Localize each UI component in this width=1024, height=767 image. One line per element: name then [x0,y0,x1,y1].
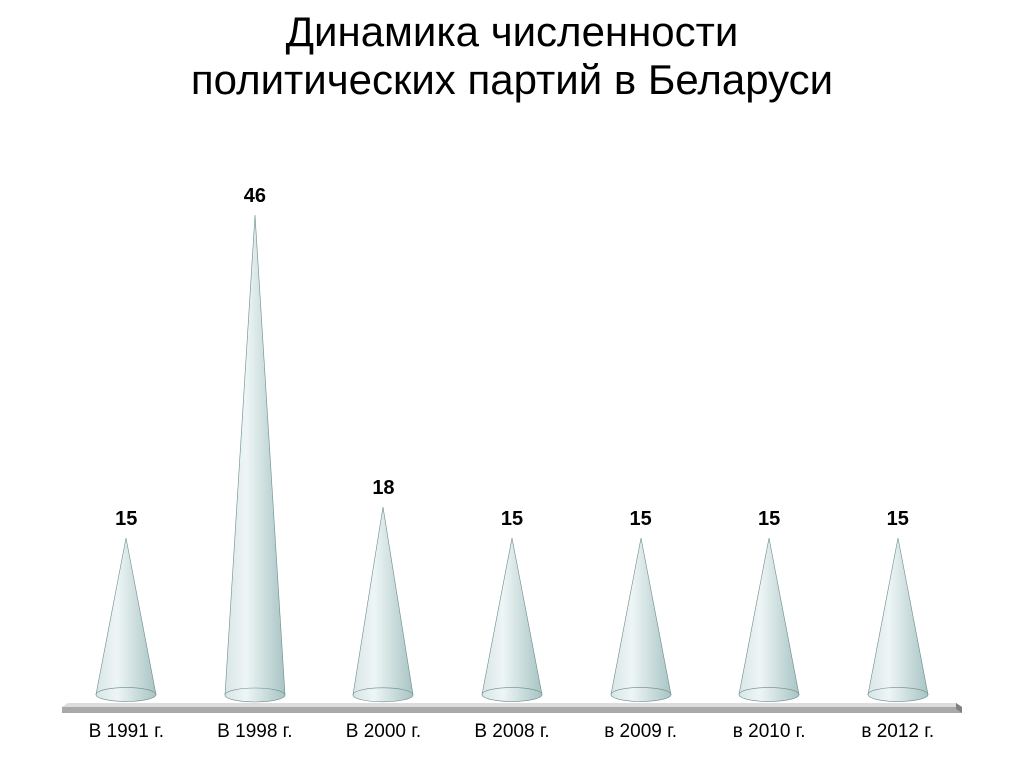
cone-icon [480,537,544,703]
chart-column: 15 [448,135,577,703]
x-axis-label: В 2008 г. [448,715,577,755]
chart-title: Динамика численности политических партий… [191,8,833,105]
axis-top-face [62,703,962,707]
x-axis-label: В 2000 г. [319,715,448,755]
cone-wrap [833,537,962,703]
value-label: 46 [244,185,266,208]
cone-icon [351,506,415,703]
chart-area: 15 46 18 15 15 15 15 В 1991 г.В 1998 г.В 2000 … [32,135,992,755]
chart-column: 15 [62,135,191,703]
chart-title-line2: политических партий в Беларуси [191,56,833,103]
chart-column: 15 [705,135,834,703]
cone-wrap [705,537,834,703]
x-axis-label: в 2009 г. [576,715,705,755]
chart-column: 15 [833,135,962,703]
value-label: 15 [115,508,137,531]
value-label: 15 [501,508,523,531]
cone-icon [866,537,930,703]
chart-columns: 15 46 18 15 15 15 15 [62,135,962,703]
chart-column: 15 [576,135,705,703]
x-axis-3d [62,703,962,715]
cone-wrap [319,506,448,703]
x-axis-label: В 1998 г. [191,715,320,755]
cone-wrap [576,537,705,703]
cone-icon [737,537,801,703]
x-axis [62,703,962,715]
cone-icon [94,537,158,703]
x-axis-label: в 2012 г. [833,715,962,755]
axis-front-face [62,707,962,713]
cone-wrap [448,537,577,703]
chart-column: 46 [191,135,320,703]
chart-column: 18 [319,135,448,703]
cone-wrap [62,537,191,703]
chart-container: Динамика численности политических партий… [0,0,1024,767]
x-axis-label: в 2010 г. [705,715,834,755]
chart-title-line1: Динамика численности [286,8,739,55]
value-label: 18 [372,477,394,500]
x-axis-labels: В 1991 г.В 1998 г.В 2000 г.В 2008 г.в 20… [62,715,962,755]
value-label: 15 [887,508,909,531]
cone-icon [223,214,287,703]
value-label: 15 [758,508,780,531]
x-axis-label: В 1991 г. [62,715,191,755]
cone-wrap [191,214,320,703]
cone-icon [609,537,673,703]
value-label: 15 [629,508,651,531]
